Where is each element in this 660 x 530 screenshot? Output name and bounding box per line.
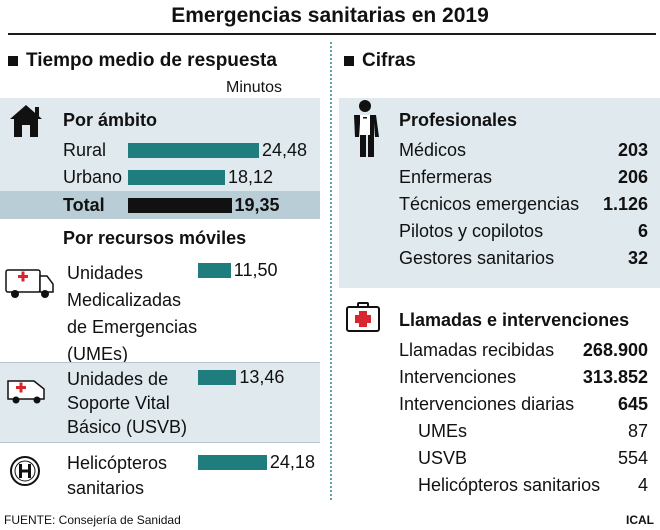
label-usvb: Unidades de Soporte Vital Básico (USVB) — [67, 367, 187, 439]
source-note: FUENTE: Consejería de Sanidad — [4, 513, 181, 527]
bar-total — [128, 198, 232, 213]
separator — [0, 442, 320, 443]
value-umes: 11,50 — [233, 260, 278, 280]
prof-label: Pilotos y copilotos — [399, 221, 544, 241]
sub-value: 87 — [627, 421, 648, 441]
value-urbano: 18,12 — [227, 167, 273, 187]
bar-rural — [128, 143, 259, 158]
helipad-icon — [9, 455, 41, 487]
row-label-total: Total — [63, 195, 105, 215]
bar-helicopteros — [198, 455, 267, 470]
sub-label: Helicópteros sanitarios — [418, 475, 601, 495]
bullet-square-icon — [344, 56, 354, 66]
bar-usvb — [198, 370, 237, 385]
prof-value: 32 — [627, 248, 648, 268]
prof-value: 1.126 — [602, 194, 648, 214]
unit-label: Minutos — [226, 79, 283, 96]
label-umes-line: (UMEs) — [67, 344, 128, 364]
profesionales-heading: Profesionales — [399, 110, 518, 130]
llamadas-label: Intervenciones diarias — [399, 394, 575, 414]
separator — [0, 362, 320, 363]
ambito-heading: Por ámbito — [63, 110, 158, 130]
label-usvb-line: Básico (USVB) — [67, 417, 188, 437]
label-umes: Unidades Medicalizadas de Emergencias (U… — [67, 260, 197, 368]
row-label-rural: Rural — [63, 140, 107, 160]
title-rule — [8, 33, 656, 35]
prof-value: 206 — [617, 167, 648, 187]
llamadas-label: Llamadas recibidas — [399, 340, 555, 360]
prof-value: 203 — [617, 140, 648, 160]
value-helicopteros: 24,18 — [269, 452, 315, 472]
medical-kit-icon — [346, 302, 380, 332]
credit: ICAL — [626, 513, 654, 527]
label-helicopteros-line: Helicópteros — [67, 453, 168, 473]
usvb-panel — [0, 362, 320, 442]
profesionales-panel — [339, 98, 660, 288]
bullet-square-icon — [8, 56, 18, 66]
left-section-heading: Tiempo medio de respuesta — [8, 50, 277, 72]
left-heading-text: Tiempo medio de respuesta — [26, 50, 277, 71]
ambulance-icon — [3, 266, 55, 300]
prof-label: Técnicos emergencias — [399, 194, 580, 214]
value-total: 19,35 — [234, 195, 280, 215]
llamadas-value: 645 — [617, 394, 648, 414]
sub-label: USVB — [418, 448, 468, 468]
row-label-urbano: Urbano — [63, 167, 123, 187]
label-helicopteros: Helicópteros sanitarios — [67, 451, 167, 501]
house-icon — [8, 103, 44, 139]
recursos-heading: Por recursos móviles — [63, 228, 247, 248]
label-usvb-line: Soporte Vital — [67, 393, 170, 413]
label-usvb-line: Unidades de — [67, 369, 169, 389]
prof-label: Enfermeras — [399, 167, 493, 187]
label-umes-line: Unidades — [67, 263, 144, 283]
value-rural: 24,48 — [261, 140, 307, 160]
prof-value: 6 — [637, 221, 648, 241]
sub-label: UMEs — [418, 421, 467, 441]
label-helicopteros-line: sanitarios — [67, 478, 145, 498]
llamadas-label: Intervenciones — [399, 367, 517, 387]
prof-label: Médicos — [399, 140, 467, 160]
chart-title: Emergencias sanitarias en 2019 — [171, 4, 489, 27]
bar-umes — [198, 263, 231, 278]
llamadas-heading: Llamadas e intervenciones — [399, 310, 630, 330]
label-umes-line: de Emergencias — [67, 317, 198, 337]
value-usvb: 13,46 — [239, 367, 285, 387]
llamadas-value: 268.900 — [582, 340, 648, 360]
label-umes-line: Medicalizadas — [67, 290, 182, 310]
right-section-heading: Cifras — [344, 50, 416, 72]
van-ambulance-icon — [6, 375, 50, 405]
bar-urbano — [128, 170, 225, 185]
sub-value: 554 — [617, 448, 648, 468]
llamadas-value: 313.852 — [582, 367, 648, 387]
right-heading-text: Cifras — [362, 50, 416, 71]
sub-value: 4 — [637, 475, 648, 495]
column-divider — [330, 42, 332, 500]
prof-label: Gestores sanitarios — [399, 248, 555, 268]
doctor-icon — [348, 98, 382, 160]
